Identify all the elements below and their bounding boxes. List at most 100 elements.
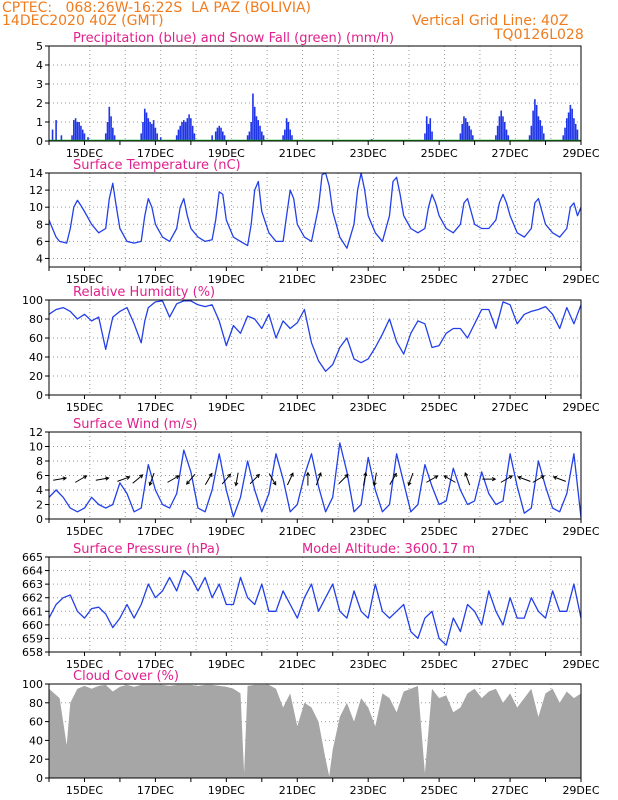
wind-arrow-head	[517, 475, 522, 480]
precip-bar	[257, 120, 260, 141]
precip-bar	[466, 122, 469, 141]
precip-bar	[184, 122, 187, 141]
wind-arrow-head	[552, 475, 558, 480]
x-tick-label: 21DEC	[279, 658, 316, 671]
precip-bar	[535, 104, 538, 141]
x-tick-label: 21DEC	[279, 147, 316, 160]
x-tick-label: 15DEC	[66, 273, 103, 286]
precip-bar	[71, 135, 73, 141]
wind-arrow	[500, 475, 514, 483]
precip-bar	[468, 125, 471, 141]
grid-note-header: Vertical Grid Line: 40Z	[412, 13, 569, 29]
y-tick-label: 1	[36, 116, 43, 129]
precip-bar	[470, 129, 472, 141]
wind-arrow	[305, 471, 311, 486]
wind-arrow-shaft	[443, 475, 456, 483]
precip-bar	[211, 135, 213, 141]
wind-arrow	[204, 472, 213, 486]
precip-bar	[496, 125, 499, 141]
wind-arrow-head	[175, 475, 180, 480]
wind-arrow	[426, 475, 439, 483]
precip-bar	[566, 118, 568, 141]
precip-bar	[218, 125, 221, 141]
precip-bar	[573, 118, 575, 141]
precip-bar	[541, 125, 543, 141]
station-header: CPTEC: 068:26W-16:22S LA PAZ (BOLIVIA)	[2, 0, 311, 16]
x-tick-label: 29DEC	[562, 273, 599, 286]
precip-bar	[503, 122, 506, 141]
precip-bar	[425, 116, 428, 141]
wind-arrow-head	[272, 481, 277, 486]
wind-arrow-head	[289, 472, 294, 477]
y-tick-label: 4	[36, 59, 43, 72]
precip-bar	[76, 122, 79, 141]
y-tick-label: 2	[36, 499, 43, 512]
wind-arrow-shaft	[221, 473, 231, 485]
x-tick-label: 15DEC	[66, 658, 103, 671]
wind-arrow-shaft	[286, 473, 294, 486]
precip-bar	[571, 108, 573, 141]
x-tick-label: 29DEC	[562, 401, 599, 414]
precip-bar	[60, 135, 63, 141]
x-tick-label: 23DEC	[350, 273, 387, 286]
x-tick-label: 21DEC	[279, 525, 316, 538]
wind-arrow-head	[139, 474, 144, 479]
wind-arrow	[464, 472, 471, 486]
precip-bar	[248, 131, 251, 141]
y-tick-label: 662	[22, 592, 43, 605]
precip-bar	[464, 118, 467, 141]
precip-bar	[83, 133, 86, 141]
y-tick-label: 40	[29, 734, 43, 747]
panel-frame	[48, 172, 582, 268]
precip-bar	[106, 122, 109, 141]
y-tick-label: 10	[29, 201, 43, 214]
precip-bar	[51, 129, 54, 141]
x-tick-label: 19DEC	[208, 401, 245, 414]
wind-arrow-shaft	[268, 473, 277, 486]
precip-bar	[284, 129, 286, 141]
y-tick-label: 6	[36, 470, 43, 483]
precip-bar	[576, 129, 579, 141]
wind-arrow	[53, 476, 68, 481]
x-tick-label: 25DEC	[421, 147, 458, 160]
precip-bar	[216, 127, 219, 141]
y-tick-label: 0	[36, 389, 43, 402]
wind-arrow-head	[540, 475, 545, 480]
wind-arrow	[249, 473, 261, 485]
precip-bar	[147, 118, 150, 141]
wind-arrow-head	[305, 471, 311, 476]
precip-bar	[177, 129, 180, 141]
precip-bar	[424, 133, 426, 141]
precip-bar	[179, 125, 182, 141]
wind-arrow-head	[372, 482, 377, 487]
y-tick-label: 663	[22, 578, 43, 591]
x-tick-label: 25DEC	[421, 784, 458, 797]
wind-arrow-shaft	[517, 476, 531, 482]
panel-frame	[48, 45, 582, 142]
precip-bar	[104, 133, 107, 141]
precip-bar	[287, 122, 290, 141]
precip-bar	[253, 106, 256, 141]
wind-arrow-shaft	[389, 473, 397, 486]
x-tick-label: 17DEC	[137, 401, 174, 414]
wind-arrow-shaft	[532, 475, 545, 483]
wind-arrow-shaft	[315, 472, 322, 486]
precip-bar	[500, 110, 502, 141]
x-tick-label: 23DEC	[350, 784, 387, 797]
x-tick-label: 27DEC	[492, 401, 529, 414]
x-tick-label: 25DEC	[421, 525, 458, 538]
wind-arrow-shaft	[408, 472, 414, 486]
data-series-line	[48, 172, 582, 249]
data-series-line	[48, 300, 582, 372]
wind-arrow	[389, 472, 397, 486]
precip-bar	[569, 104, 572, 141]
precip-bar	[461, 123, 463, 141]
y-tick-label: 100	[22, 678, 43, 691]
wind-arrow	[363, 471, 368, 486]
precip-bar	[113, 135, 116, 141]
precip-bar	[191, 125, 194, 141]
y-tick-label: 80	[29, 313, 43, 326]
wind-arrow-shaft	[186, 473, 196, 485]
x-tick-label: 17DEC	[137, 784, 174, 797]
